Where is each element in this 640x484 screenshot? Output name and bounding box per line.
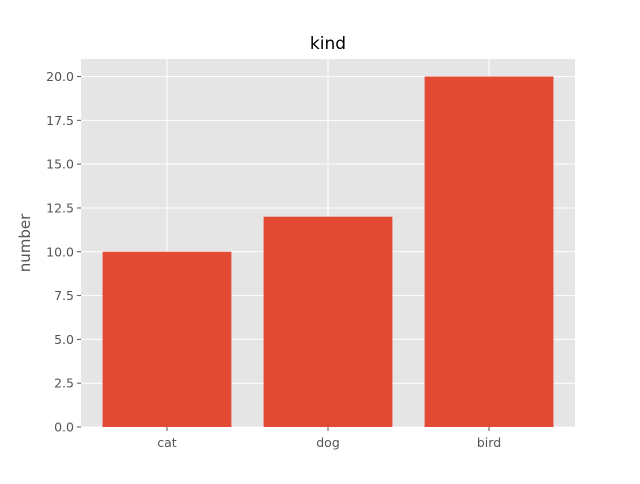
y-tick-label: 7.5 — [54, 288, 74, 303]
bar-cat — [102, 251, 232, 427]
bars — [102, 76, 554, 428]
x-ticks: cat dog bird — [157, 427, 501, 450]
y-ticks: 0.0 2.5 5.0 7.5 10.0 12.5 15.0 17.5 20.0 — [46, 69, 81, 435]
y-tick-label: 2.5 — [54, 376, 74, 391]
bar-dog — [263, 216, 393, 427]
bar-bird — [424, 76, 554, 428]
y-tick-label: 5.0 — [54, 332, 74, 347]
y-tick-label: 20.0 — [46, 69, 74, 84]
x-tick-label: dog — [316, 435, 340, 450]
x-tick-label: bird — [477, 435, 501, 450]
y-axis-label: number — [16, 213, 34, 272]
x-tick-label: cat — [157, 435, 177, 450]
y-tick-label: 0.0 — [54, 420, 74, 435]
y-tick-label: 15.0 — [46, 157, 74, 172]
y-tick-label: 17.5 — [46, 113, 74, 128]
y-tick-label: 10.0 — [46, 244, 74, 259]
y-tick-label: 12.5 — [46, 200, 74, 215]
chart-title: kind — [310, 34, 346, 54]
